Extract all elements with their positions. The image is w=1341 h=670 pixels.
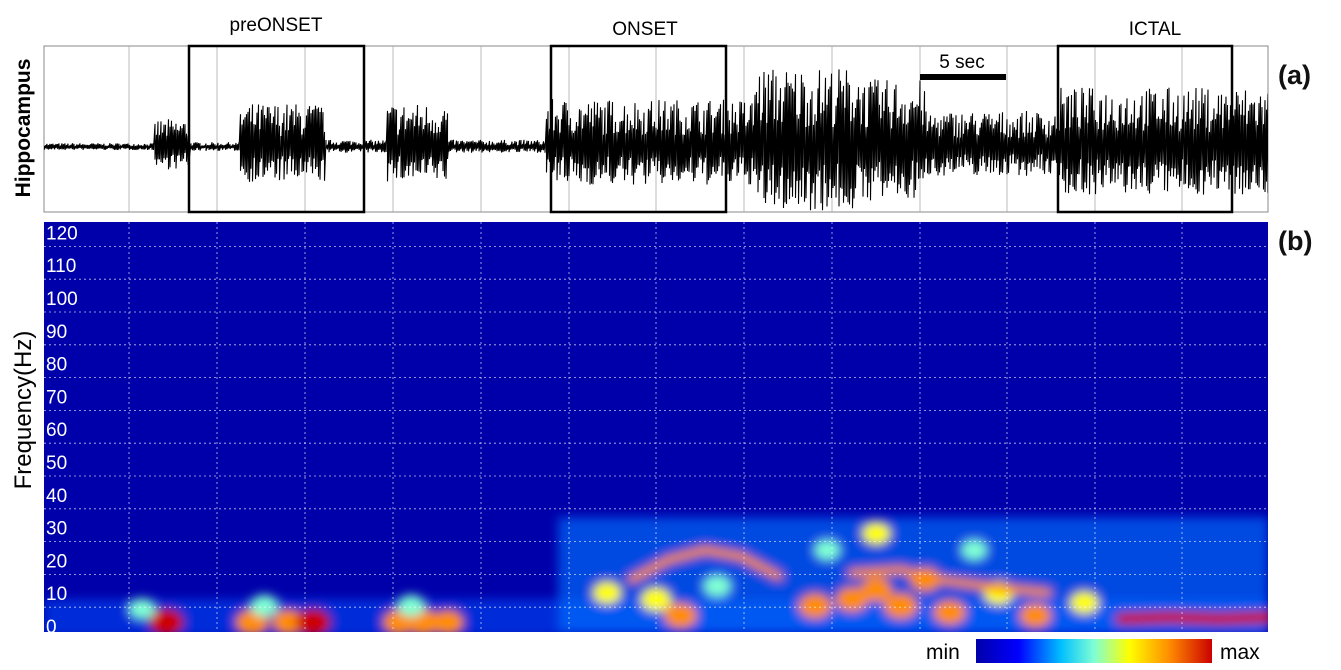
frequency-tick-label: 70 — [46, 387, 67, 408]
eeg-trace — [44, 69, 1268, 211]
power-blob — [813, 539, 841, 561]
frequency-tick-label: 10 — [46, 584, 67, 605]
colorbar-gradient — [976, 639, 1212, 663]
frequency-tick-label: 60 — [46, 420, 67, 441]
trace-ylabel: Hippocampus — [12, 59, 35, 198]
power-blob — [1019, 603, 1052, 629]
frequency-tick-label: 20 — [46, 551, 67, 572]
frequency-tick-label: 0 — [46, 617, 57, 638]
power-ridge-onset-arc — [627, 545, 783, 584]
power-blob — [128, 598, 156, 620]
power-blob — [592, 581, 622, 605]
colorbar-min-label: min — [926, 641, 960, 664]
frequency-tick-label: 40 — [46, 486, 67, 507]
power-ridge-ictal-band — [1115, 611, 1268, 625]
scale-bar-label: 5 sec — [939, 52, 984, 73]
power-blob — [250, 594, 279, 617]
power-blob — [798, 592, 832, 619]
frequency-tick-label: 50 — [46, 453, 67, 474]
colorbar-max-label: max — [1220, 641, 1260, 664]
panel-label-b: (b) — [1278, 226, 1312, 256]
panel-label-a: (a) — [1278, 60, 1311, 90]
window-box-preonset — [187, 44, 366, 214]
power-blob — [960, 539, 988, 561]
frequency-tick-label: 90 — [46, 322, 67, 343]
spectrogram-gridlines — [44, 222, 1268, 632]
power-blob — [933, 599, 967, 626]
frequency-tick-labels: 0 10 20 30 40 50 60 70 80 90 100 110 120 — [46, 223, 78, 638]
colorbar: min max — [926, 639, 1260, 664]
spectrogram-heatmap — [44, 517, 1268, 632]
frequency-tick-label: 120 — [46, 223, 78, 244]
power-blob — [431, 609, 465, 632]
power-blob — [860, 576, 893, 602]
frequency-tick-label: 110 — [46, 256, 76, 277]
power-blob — [663, 602, 698, 629]
power-blob — [861, 522, 892, 546]
frequency-tick-label: 80 — [46, 355, 67, 376]
trace-panel: preONSET ONSET ICTAL 5 sec Hippocampus (… — [12, 15, 1311, 214]
power-blob — [1069, 590, 1100, 615]
window-label-preonset: preONSET — [230, 15, 323, 36]
spectrogram-ylabel: Frequency(Hz) — [10, 331, 37, 490]
frequency-tick-label: 30 — [46, 519, 67, 540]
window-label-ictal: ICTAL — [1129, 19, 1181, 40]
power-blob — [883, 592, 918, 620]
window-box-ictal — [1056, 44, 1234, 214]
power-blob — [835, 586, 869, 612]
power-blob — [702, 574, 732, 598]
power-blob — [397, 594, 426, 617]
window-box-onset — [549, 44, 728, 214]
power-blob — [148, 608, 184, 632]
power-blob — [640, 587, 672, 612]
frequency-tick-label: 100 — [46, 289, 78, 310]
spectrogram-panel: 0 10 20 30 40 50 60 70 80 90 100 110 120 Frequency(H… — [10, 222, 1312, 638]
power-blob — [295, 608, 331, 632]
window-label-onset: ONSET — [612, 19, 678, 40]
